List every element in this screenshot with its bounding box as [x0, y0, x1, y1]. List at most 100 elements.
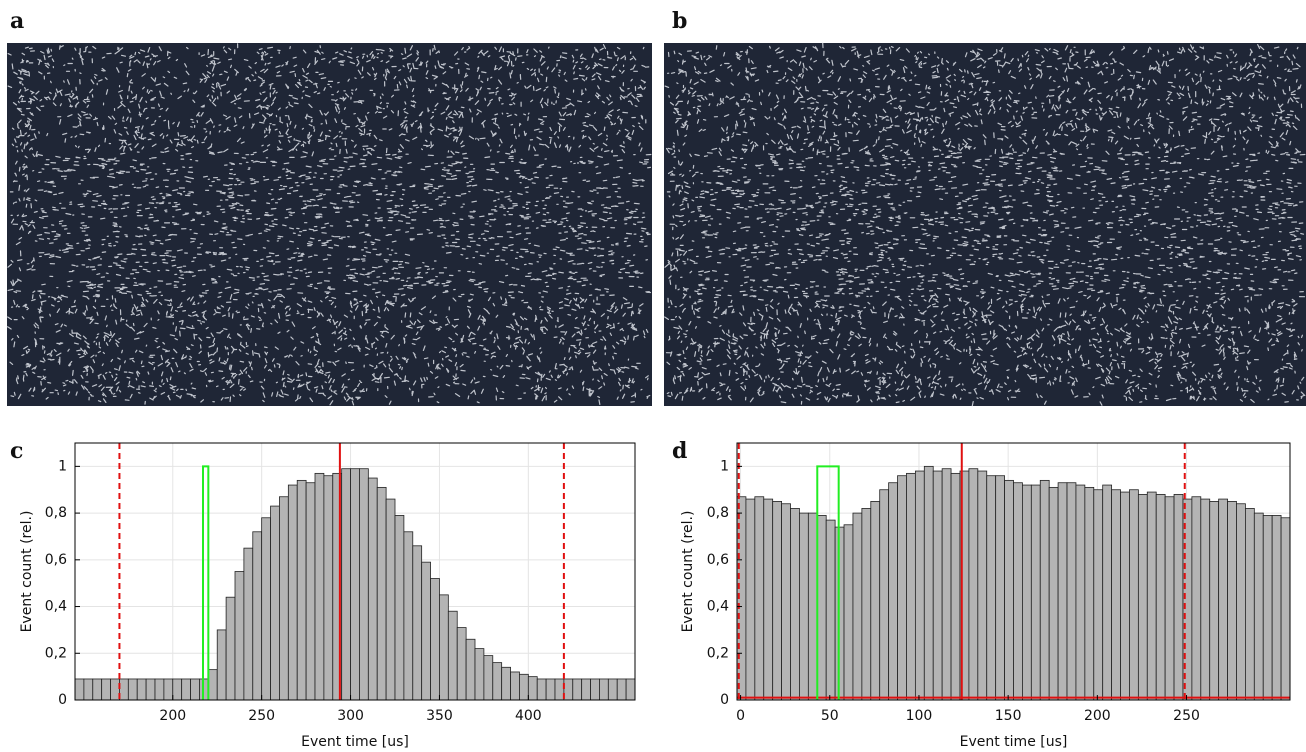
- y-axis-label: Event count (rel.): [19, 511, 35, 633]
- panel-label: a: [10, 8, 24, 34]
- bar: [172, 678, 183, 700]
- bar: [163, 678, 174, 700]
- bar: [136, 678, 147, 700]
- y-tick-label: 0,6: [707, 552, 729, 568]
- bar: [906, 472, 916, 700]
- bar: [216, 629, 227, 700]
- bar: [1218, 498, 1228, 700]
- bar: [287, 484, 298, 700]
- bar: [1271, 515, 1282, 700]
- bar: [341, 468, 351, 700]
- bar: [1200, 498, 1211, 700]
- bar: [323, 475, 334, 700]
- x-axis-label: Event time [us]: [960, 734, 1068, 750]
- bar: [1227, 501, 1237, 700]
- y-tick-label: 0: [58, 692, 67, 708]
- bar: [772, 501, 782, 700]
- particle-texture: [7, 43, 652, 406]
- y-tick-label: 0,2: [45, 645, 67, 661]
- x-tick-label: 250: [1173, 708, 1200, 724]
- x-tick-label: 50: [821, 708, 839, 724]
- bar: [207, 669, 218, 700]
- bar: [1030, 484, 1041, 700]
- bar: [421, 561, 431, 700]
- bar: [1102, 484, 1113, 700]
- bar: [816, 515, 827, 700]
- bar: [1129, 489, 1139, 700]
- bar: [599, 678, 609, 700]
- x-axis-label: Event time [us]: [301, 734, 409, 750]
- bar: [127, 678, 138, 700]
- bar: [181, 678, 191, 700]
- bar: [563, 678, 574, 700]
- bar: [314, 472, 325, 700]
- panel-label: d: [672, 438, 687, 464]
- bar: [790, 508, 800, 700]
- bar: [412, 545, 423, 700]
- bar: [154, 678, 165, 700]
- bar: [986, 475, 997, 700]
- bar: [234, 571, 245, 700]
- y-tick-label: 0,2: [707, 645, 729, 661]
- bar: [1075, 484, 1086, 700]
- bar: [474, 648, 485, 700]
- y-tick-label: 0,4: [45, 599, 67, 615]
- plot-frame: [74, 442, 636, 701]
- bar: [367, 477, 378, 700]
- y-tick-label: 0,6: [45, 552, 67, 568]
- bar: [1209, 501, 1220, 700]
- bar: [914, 470, 925, 700]
- plot-frame: [736, 442, 1291, 701]
- bar: [781, 503, 791, 700]
- x-tick-label: 0: [736, 708, 745, 724]
- y-tick-label: 0: [720, 692, 729, 708]
- bar: [1146, 491, 1157, 700]
- bar: [807, 512, 818, 700]
- bar: [843, 524, 854, 700]
- x-tick-label: 150: [995, 708, 1022, 724]
- y-axis-label: Event count (rel.): [680, 511, 696, 633]
- bar: [745, 498, 756, 700]
- y-tick-label: 0,8: [707, 505, 729, 521]
- bar: [1057, 482, 1068, 700]
- bar: [296, 479, 307, 700]
- bar: [1093, 489, 1104, 700]
- bar: [1048, 486, 1059, 700]
- bar: [430, 578, 440, 700]
- y-tick-label: 1: [58, 458, 67, 474]
- bar: [252, 531, 263, 700]
- x-tick-label: 350: [426, 708, 453, 724]
- y-tick-label: 0,4: [707, 599, 729, 615]
- bar: [1164, 496, 1175, 700]
- bar: [501, 666, 511, 700]
- bar: [376, 486, 387, 700]
- bar: [1245, 508, 1255, 700]
- bar: [888, 482, 898, 700]
- bar: [923, 465, 934, 700]
- bar: [852, 512, 863, 700]
- bar: [83, 678, 94, 700]
- bar: [1111, 489, 1121, 700]
- bar: [941, 468, 952, 700]
- bar: [870, 501, 881, 700]
- x-tick-label: 250: [248, 708, 275, 724]
- x-tick-label: 200: [159, 708, 186, 724]
- bar: [1013, 482, 1023, 700]
- x-tick-label: 200: [1084, 708, 1111, 724]
- bar: [483, 655, 494, 700]
- bar: [305, 482, 316, 700]
- bar: [977, 470, 988, 700]
- bar: [1066, 482, 1077, 700]
- bar: [75, 678, 85, 700]
- bar: [350, 468, 360, 700]
- bar: [279, 496, 289, 700]
- bar: [270, 505, 280, 700]
- plot-area: [75, 443, 635, 700]
- bar: [1236, 503, 1246, 700]
- bar: [625, 678, 635, 700]
- bar: [394, 515, 405, 700]
- bar: [554, 678, 565, 700]
- bar: [456, 627, 467, 700]
- bar: [545, 678, 556, 700]
- bar: [950, 472, 961, 700]
